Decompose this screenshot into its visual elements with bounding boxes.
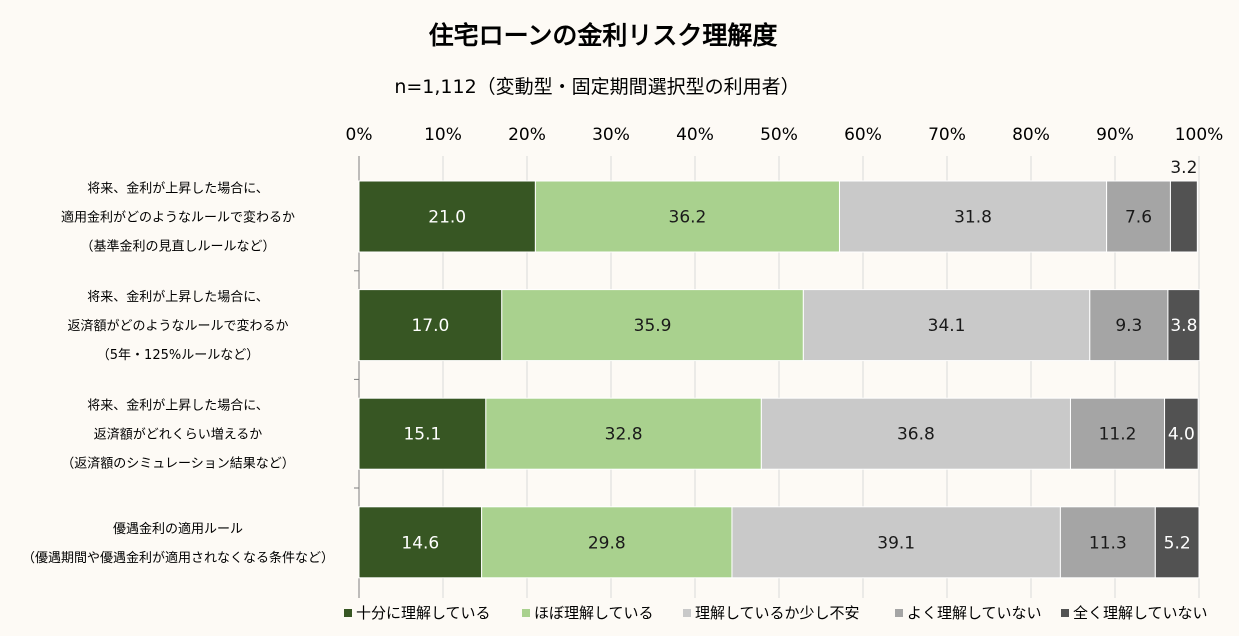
category-label: 将来、金利が上昇した場合に、 [87, 398, 269, 414]
legend-swatch [895, 609, 903, 617]
bar-segment [501, 289, 804, 362]
bar-series: 21.0 36.2 31.8 7.6 3.2 17.0 35.9 34.1 9.3 3.8 15.1… [358, 158, 1201, 579]
chart-title: 住宅ローンの金利リスク理解度 [429, 21, 778, 50]
category-label: 優遇金利の適用ルール [113, 521, 243, 537]
category-labels: 将来、金利が上昇した場合に、適用金利がどのようなルールで変わるか（基準金利の見直… [22, 181, 334, 566]
x-tick-label: 90% [1096, 125, 1134, 145]
category-label: （返済額のシミュレーション結果など） [61, 456, 294, 472]
data-label: 14.6 [401, 533, 439, 553]
data-label: 34.1 [928, 316, 966, 336]
bar-segment [485, 397, 762, 470]
bar-segment [1069, 397, 1166, 470]
bar-segment [1089, 289, 1169, 362]
bar-segment [802, 289, 1091, 362]
category-label: 将来、金利が上昇した場合に、 [87, 181, 269, 197]
bar-segment [731, 506, 1061, 579]
legend-label: 全く理解していない [1073, 604, 1208, 622]
data-label: 7.6 [1125, 208, 1152, 228]
x-tick-label: 50% [760, 125, 798, 145]
legend-swatch [1061, 609, 1069, 617]
bar-segment [1154, 506, 1200, 579]
x-tick-label: 30% [592, 125, 630, 145]
data-label: 11.2 [1099, 425, 1137, 445]
data-label: 17.0 [411, 316, 449, 336]
legend-label: 十分に理解している [356, 604, 491, 622]
legend-label: よく理解していない [907, 604, 1042, 622]
category-label: 将来、金利が上昇した場合に、 [87, 289, 269, 305]
legend-swatch [344, 609, 352, 617]
legend-swatch [522, 609, 530, 617]
x-tick-label: 40% [676, 125, 714, 145]
legend-label: ほぼ理解している [534, 604, 654, 622]
data-label: 21.0 [428, 208, 466, 228]
data-label: 3.8 [1170, 316, 1197, 336]
bar-segment [481, 506, 733, 579]
bar-segment [1164, 397, 1199, 470]
data-label: 5.2 [1164, 533, 1191, 553]
category-label: （優遇期間や優遇金利が適用されなくなる条件など） [22, 550, 334, 566]
chart-subtitle: n=1,112（変動型・固定期間選択型の利用者） [394, 76, 799, 98]
category-label: 返済額がどのようなルールで変わるか [67, 318, 288, 334]
bar-segment [1169, 180, 1198, 253]
data-label: 29.8 [588, 533, 626, 553]
bar-segment [358, 397, 487, 470]
data-label: 36.8 [897, 425, 935, 445]
data-label: 39.1 [877, 533, 915, 553]
x-tick-label: 60% [844, 125, 882, 145]
data-label: 32.8 [605, 425, 643, 445]
x-tick-label: 100% [1175, 125, 1224, 145]
x-tick-label: 20% [508, 125, 546, 145]
category-label: 適用金利がどのようなルールで変わるか [61, 210, 295, 226]
data-label: 3.2 [1170, 158, 1197, 178]
category-label: 返済額がどれくらい増えるか [94, 427, 263, 443]
data-label: 11.3 [1089, 533, 1127, 553]
data-label: 9.3 [1115, 316, 1142, 336]
data-label: 4.0 [1168, 425, 1195, 445]
data-label: 35.9 [634, 316, 672, 336]
bar-segment [358, 506, 483, 579]
bar-segment [760, 397, 1071, 470]
data-label: 31.8 [954, 208, 992, 228]
bar-segment [1167, 289, 1201, 362]
legend: 十分に理解している ほぼ理解している 理解しているか少し不安 よく理解していない 全く理… [344, 604, 1208, 622]
data-label: 36.2 [669, 208, 707, 228]
category-label: （基準金利の見直しルールなど） [80, 239, 275, 255]
category-label: （5年・125%ルールなど） [97, 348, 259, 363]
bar-segment [358, 289, 503, 362]
bar-segment [1059, 506, 1156, 579]
x-tick-label: 0% [346, 125, 373, 145]
x-axis-ticks: 0% 10% 20% 30% 40% 50% 60% 70% 80% 90% 100% [346, 125, 1224, 145]
x-tick-label: 10% [424, 125, 462, 145]
legend-swatch [683, 609, 691, 617]
legend-label: 理解しているか少し不安 [695, 604, 860, 622]
x-tick-label: 70% [928, 125, 966, 145]
data-label: 15.1 [403, 425, 441, 445]
x-tick-label: 80% [1012, 125, 1050, 145]
bar-segment [358, 180, 536, 253]
